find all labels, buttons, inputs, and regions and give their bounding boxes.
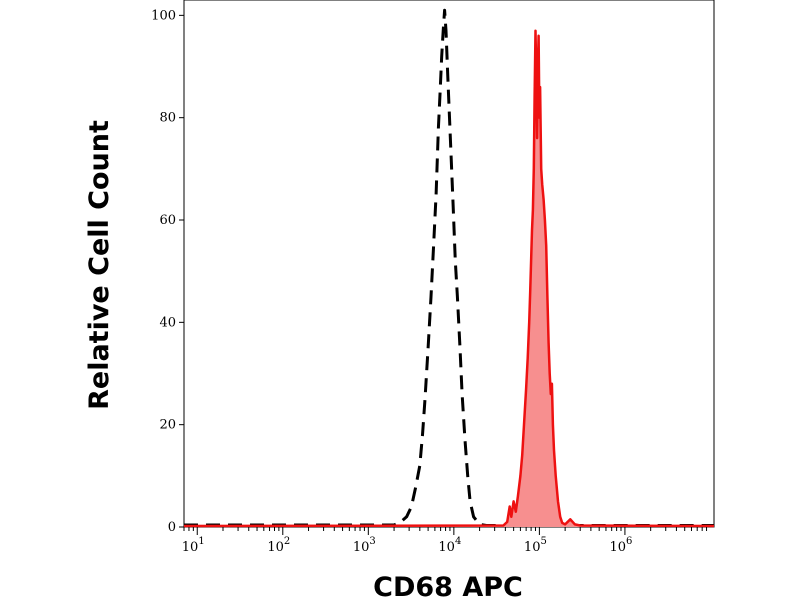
y-tick-label: 60 [159,213,176,228]
series-1-line [183,29,715,528]
y-tick-label: 80 [159,111,176,126]
y-tick-label: 0 [168,520,176,535]
series-layer [183,8,715,528]
series-1-area [184,30,714,527]
x-tick-label: 106 [609,536,632,555]
x-tick-label: 104 [438,536,461,555]
x-tick-label: 105 [524,536,547,555]
y-tick-label: 100 [151,8,176,23]
y-tick-label: 20 [159,418,176,433]
ticks: 0 20 40 60 80 100 101 102 103 104 105 106 [151,8,708,555]
x-axis-title: CD68 APC [373,572,523,600]
series-0-line [184,8,714,527]
x-tick-label: 101 [182,536,205,555]
y-axis-title: Relative Cell Count [84,120,115,410]
y-tick-label: 40 [159,315,176,330]
x-tick-label: 103 [353,536,376,555]
x-tick-label: 102 [267,536,290,555]
